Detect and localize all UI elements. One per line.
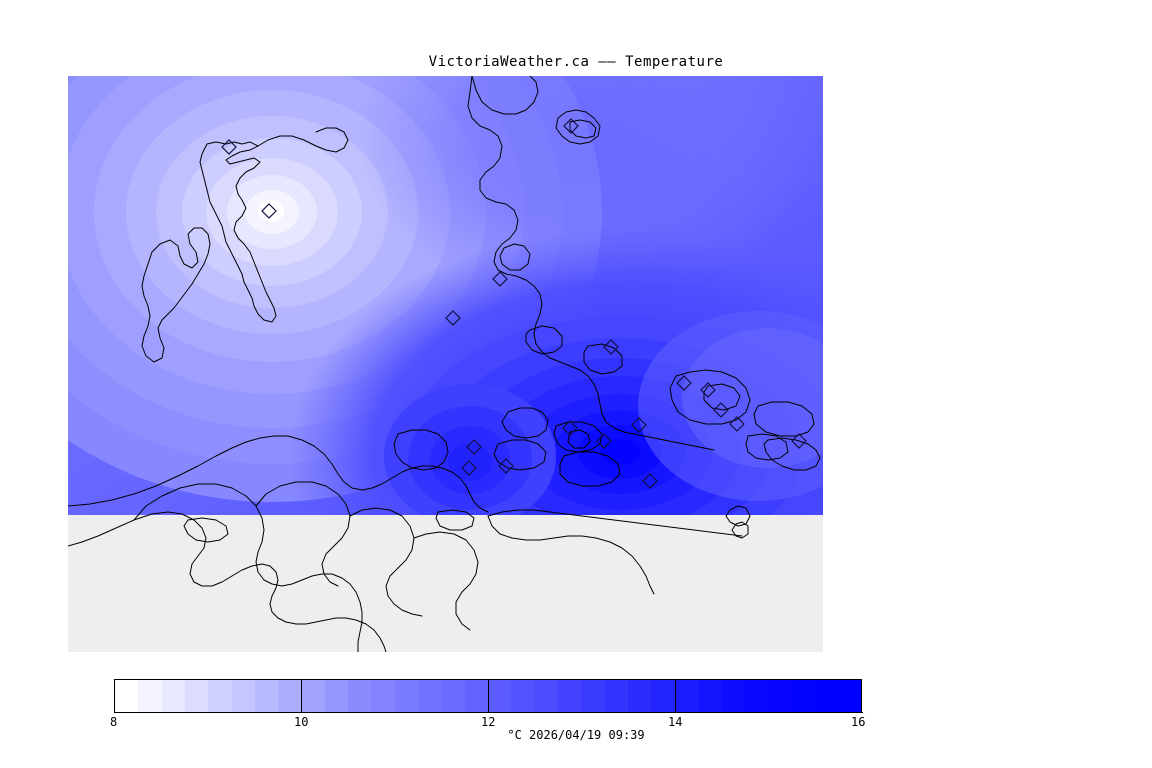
station-markers[interactable]	[221, 118, 807, 489]
station-marker[interactable]	[631, 417, 647, 433]
colorbar-band-15	[464, 680, 488, 712]
station-marker[interactable]	[596, 433, 612, 449]
station-marker[interactable]	[603, 339, 619, 355]
colorbar-band-22	[627, 680, 652, 712]
colorbar-tickline-12	[488, 679, 489, 713]
colorbar[interactable]	[114, 679, 862, 713]
colorbar-tickline-10	[301, 679, 302, 713]
colorbar-band-16	[488, 680, 512, 712]
colorbar-caption: °C 2026/04/19 09:39	[507, 728, 645, 742]
station-marker[interactable]	[461, 460, 477, 476]
colorbar-band-3	[184, 680, 209, 712]
colorbar-band-9	[324, 680, 349, 712]
colorbar-band-25	[697, 680, 722, 712]
colorbar-band-24	[674, 680, 698, 712]
colorbar-band-18	[534, 680, 558, 712]
station-marker[interactable]	[466, 439, 482, 455]
colorbar-tickline-14	[675, 679, 676, 713]
colorbar-band-17	[511, 680, 535, 712]
colorbar-band-0	[115, 680, 139, 712]
map-canvas[interactable]	[68, 76, 823, 652]
station-marker[interactable]	[791, 433, 807, 449]
colorbar-band-28	[767, 680, 792, 712]
colorbar-band-6	[254, 680, 279, 712]
temperature-field	[68, 76, 823, 515]
colorbar-band-31	[837, 680, 861, 712]
station-marker[interactable]	[492, 271, 508, 287]
station-marker[interactable]	[729, 416, 745, 432]
colorbar-band-4	[208, 680, 232, 712]
station-marker[interactable]	[445, 310, 461, 326]
station-marker[interactable]	[713, 402, 729, 418]
colorbar-band-11	[371, 680, 395, 712]
colorbar-band-12	[394, 680, 419, 712]
colorbar-band-13	[418, 680, 442, 712]
colorbar-band-7	[278, 680, 302, 712]
station-marker[interactable]	[700, 382, 716, 398]
station-marker[interactable]	[221, 139, 237, 155]
colorbar-band-21	[604, 680, 628, 712]
colorbar-tick-14: 14	[668, 715, 683, 729]
page-title: VictoriaWeather.ca —— Temperature	[428, 54, 724, 70]
colorbar-tick-10: 10	[294, 715, 309, 729]
colorbar-tick-12: 12	[481, 715, 496, 729]
colorbar-band-20	[581, 680, 605, 712]
station-marker[interactable]	[498, 458, 514, 474]
colorbar-band-27	[744, 680, 768, 712]
colorbar-band-1	[138, 680, 162, 712]
colorbar-band-14	[441, 680, 465, 712]
colorbar-band-8	[301, 680, 325, 712]
colorbar-band-5	[231, 680, 255, 712]
station-marker[interactable]	[261, 203, 277, 219]
station-marker[interactable]	[563, 118, 579, 134]
colorbar-band-30	[814, 680, 838, 712]
colorbar-band-19	[557, 680, 582, 712]
map-svg	[68, 76, 823, 652]
station-marker[interactable]	[562, 420, 578, 436]
colorbar-axis	[114, 712, 863, 713]
station-marker[interactable]	[676, 375, 692, 391]
colorbar-band-26	[721, 680, 745, 712]
colorbar-band-29	[791, 680, 815, 712]
station-marker[interactable]	[642, 473, 658, 489]
colorbar-band-23	[651, 680, 675, 712]
colorbar-tick-8: 8	[110, 715, 118, 729]
colorbar-band-10	[348, 680, 372, 712]
coastlines	[68, 76, 821, 652]
colorbar-tick-16: 16	[851, 715, 866, 729]
colorbar-band-2	[161, 680, 185, 712]
